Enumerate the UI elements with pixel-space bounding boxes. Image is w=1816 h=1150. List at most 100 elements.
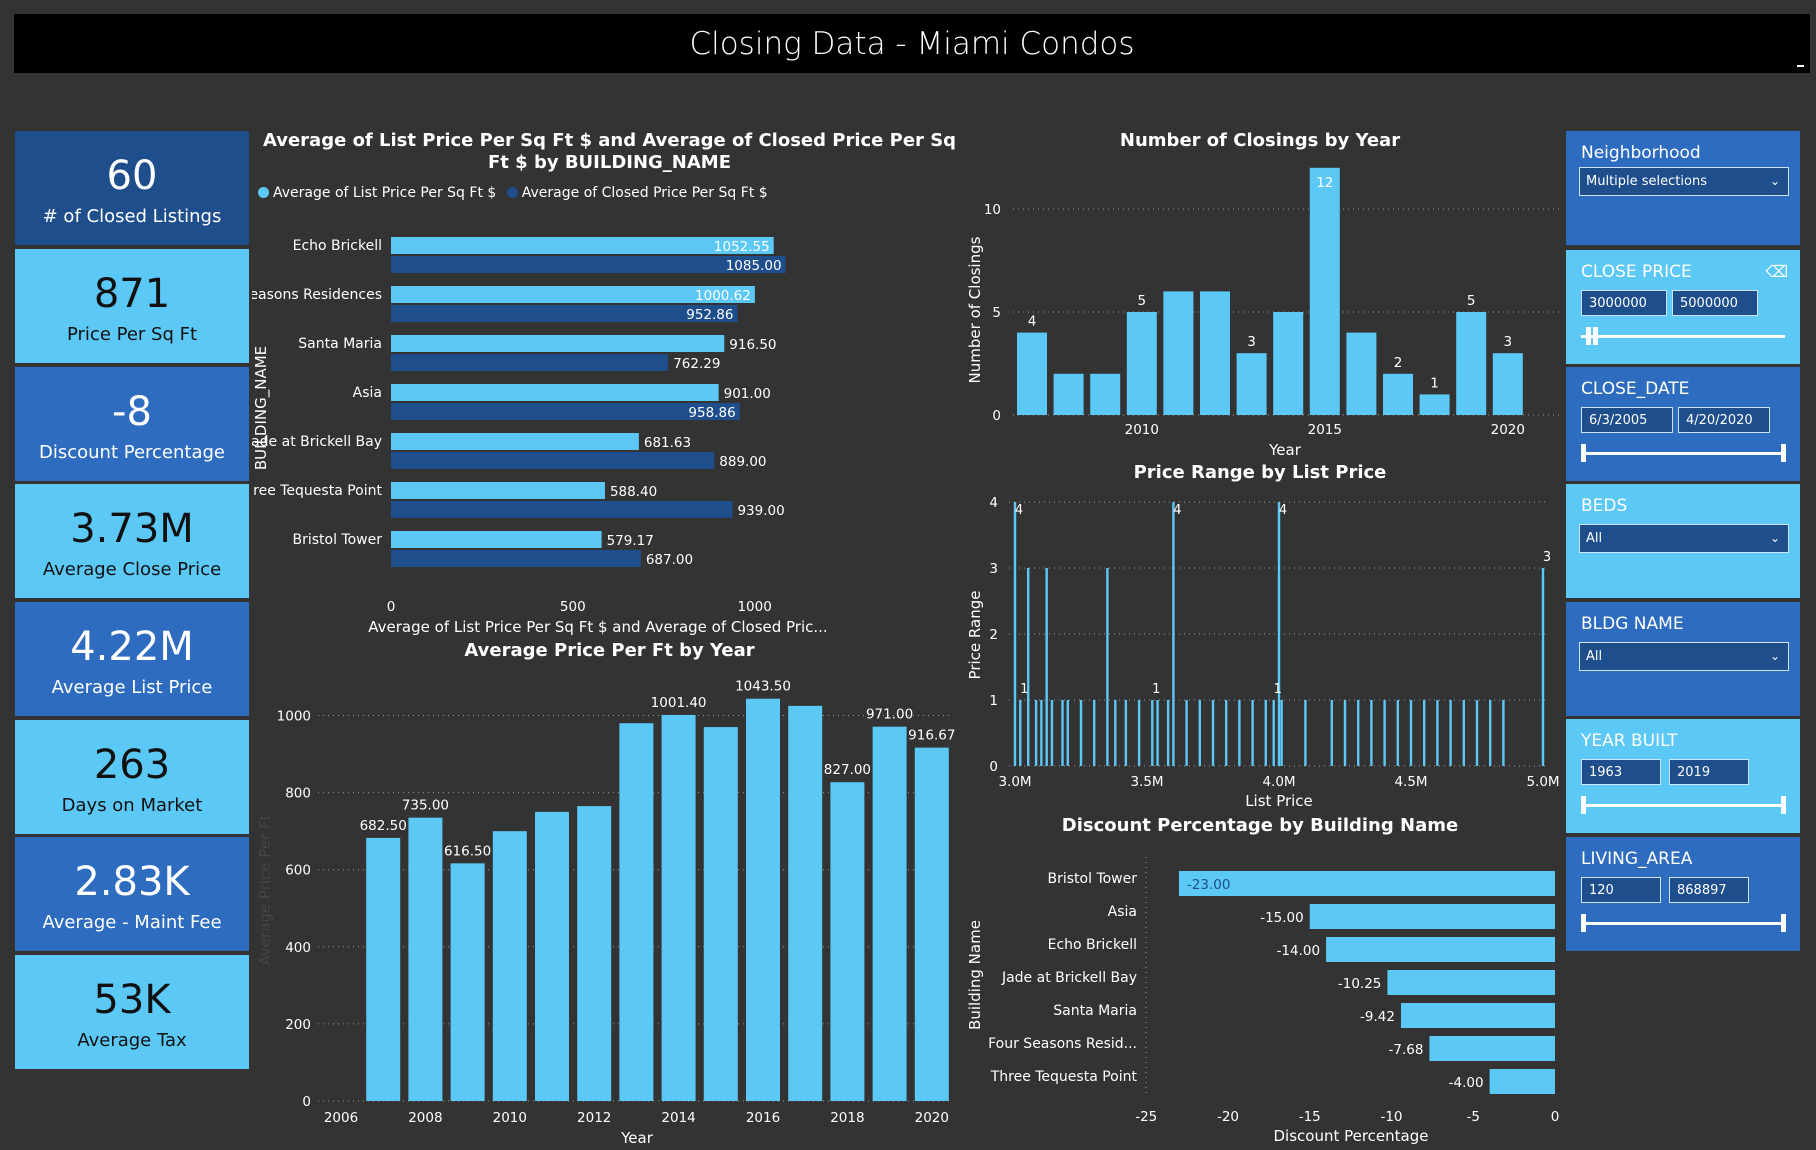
bar — [391, 237, 774, 254]
bar — [1304, 700, 1307, 766]
chevron-down-icon[interactable]: ⌄ — [1769, 174, 1780, 188]
bar — [1449, 700, 1452, 766]
bar — [1387, 970, 1555, 995]
bar — [1178, 871, 1555, 896]
chevron-down-icon[interactable]: ⌄ — [1769, 649, 1780, 663]
bar — [1166, 700, 1170, 766]
bar — [1151, 700, 1154, 766]
living-area-slider-max-handle[interactable] — [1781, 914, 1786, 932]
data-label: 5 — [1138, 293, 1147, 309]
kpi-card-price-per-sqft: 871 Price Per Sq Ft — [15, 249, 249, 363]
tick-label: 2018 — [830, 1110, 864, 1126]
slicer-neighborhood: Neighborhood Multiple selections ⌄ — [1566, 131, 1800, 245]
data-label: 971.00 — [866, 707, 913, 723]
bar — [746, 698, 780, 1101]
data-label: 735.00 — [402, 798, 449, 814]
bar — [1273, 312, 1304, 415]
bar — [1019, 700, 1022, 766]
tick-label: 1000 — [737, 599, 771, 615]
bar — [1236, 353, 1267, 415]
tick-label: 2014 — [661, 1110, 695, 1126]
close-date-slider-track[interactable] — [1581, 452, 1785, 455]
data-label: 1000.62 — [695, 288, 751, 304]
close-price-slider-track[interactable] — [1581, 335, 1785, 338]
tick-label: 4 — [989, 495, 998, 511]
chart-title-discount: Discount Percentage by Building Name — [1061, 815, 1459, 836]
y-axis-title: Building Name — [966, 920, 984, 1030]
category-label: Jade at Brickell Bay — [1001, 970, 1137, 986]
chevron-down-icon[interactable]: ⌄ — [1769, 531, 1780, 545]
y-axis-title: Average Price Per Ft — [256, 814, 274, 965]
data-label: 4 — [1015, 503, 1023, 518]
tick-label: 2008 — [408, 1110, 442, 1126]
tick-label: 2010 — [1125, 422, 1159, 438]
year-built-min-input[interactable]: 1963 — [1581, 759, 1661, 785]
bar — [1280, 700, 1283, 766]
kpi-card-days-on-market: 263 Days on Market — [15, 720, 249, 834]
report-title-bar: Closing Data - Miami Condos — [14, 14, 1810, 73]
neighborhood-dropdown[interactable]: Multiple selections ⌄ — [1579, 167, 1789, 196]
close-price-min-input[interactable]: 3000000 — [1581, 290, 1667, 316]
year-built-slider-min-handle[interactable] — [1581, 796, 1586, 814]
bar — [1309, 167, 1340, 415]
kpi-label: Average - Maint Fee — [42, 912, 222, 933]
close-price-slider-min-handle[interactable] — [1586, 327, 1591, 345]
bar — [1400, 1003, 1555, 1028]
beds-dropdown[interactable]: All ⌄ — [1579, 524, 1789, 553]
tick-label: 0 — [302, 1094, 311, 1110]
bar — [391, 256, 786, 273]
minimize-icon[interactable] — [1797, 65, 1804, 67]
bar — [450, 863, 485, 1101]
tick-label: 2015 — [1308, 422, 1342, 438]
bar — [577, 806, 612, 1101]
kpi-card-discount: -8 Discount Percentage — [15, 367, 249, 481]
x-axis-title: List Price — [1245, 792, 1313, 810]
tick-label: 2016 — [746, 1110, 780, 1126]
bar — [661, 714, 696, 1101]
data-label: 2 — [1394, 355, 1403, 371]
close-date-slider-end-handle[interactable] — [1781, 444, 1786, 462]
living-area-max-input[interactable]: 868897 — [1669, 877, 1749, 903]
chart-title-avg-price-year: Average Price Per Ft by Year — [464, 640, 755, 661]
year-built-max-input[interactable]: 2019 — [1669, 759, 1749, 785]
bar — [1489, 1069, 1555, 1094]
bar — [408, 817, 443, 1101]
chart-price-range: Price Range 0 1 2 3 4 4 1 1 4 1 4 3 3.0M 3.5M 4.0M 4.5M 5… — [966, 495, 1560, 810]
bar — [1383, 373, 1413, 415]
data-label: 588.40 — [610, 484, 657, 500]
data-label: 616.50 — [444, 843, 491, 859]
tick-label: 2010 — [493, 1110, 527, 1126]
bar — [1163, 291, 1194, 415]
slicer-label: CLOSE_DATE — [1581, 379, 1690, 399]
bar — [1251, 700, 1254, 766]
kpi-value: 4.22M — [70, 624, 194, 670]
close-date-start-input[interactable]: 6/3/2005 — [1581, 407, 1673, 433]
legend-label-list: Average of List Price Per Sq Ft $ — [273, 185, 497, 201]
tick-label: 500 — [560, 599, 586, 615]
close-price-slider-max-handle[interactable] — [1593, 327, 1598, 345]
bldg-name-dropdown[interactable]: All ⌄ — [1579, 642, 1789, 671]
bar — [1124, 700, 1128, 766]
close-price-max-input[interactable]: 5000000 — [1672, 290, 1758, 316]
close-date-slider-start-handle[interactable] — [1581, 444, 1586, 462]
bar — [1211, 700, 1215, 766]
data-label: -15.00 — [1260, 910, 1304, 926]
category-label: Santa Maria — [298, 336, 382, 352]
year-built-slider-max-handle[interactable] — [1781, 796, 1786, 814]
data-label: 687.00 — [646, 552, 693, 568]
close-date-end-input[interactable]: 4/20/2020 — [1678, 407, 1770, 433]
bar — [830, 782, 865, 1101]
bar — [1277, 502, 1281, 766]
data-label: -14.00 — [1277, 943, 1321, 959]
bar — [703, 727, 738, 1101]
eraser-icon[interactable]: ⌫ — [1765, 262, 1788, 281]
bar — [391, 354, 669, 371]
living-area-slider-track[interactable] — [1581, 922, 1785, 925]
bar — [1272, 700, 1275, 766]
data-label: 889.00 — [719, 454, 766, 470]
year-built-slider-track[interactable] — [1581, 804, 1785, 807]
kpi-value: 53K — [93, 977, 171, 1023]
living-area-slider-min-handle[interactable] — [1581, 914, 1586, 932]
living-area-min-input[interactable]: 120 — [1581, 877, 1661, 903]
kpi-label: # of Closed Listings — [42, 206, 222, 227]
